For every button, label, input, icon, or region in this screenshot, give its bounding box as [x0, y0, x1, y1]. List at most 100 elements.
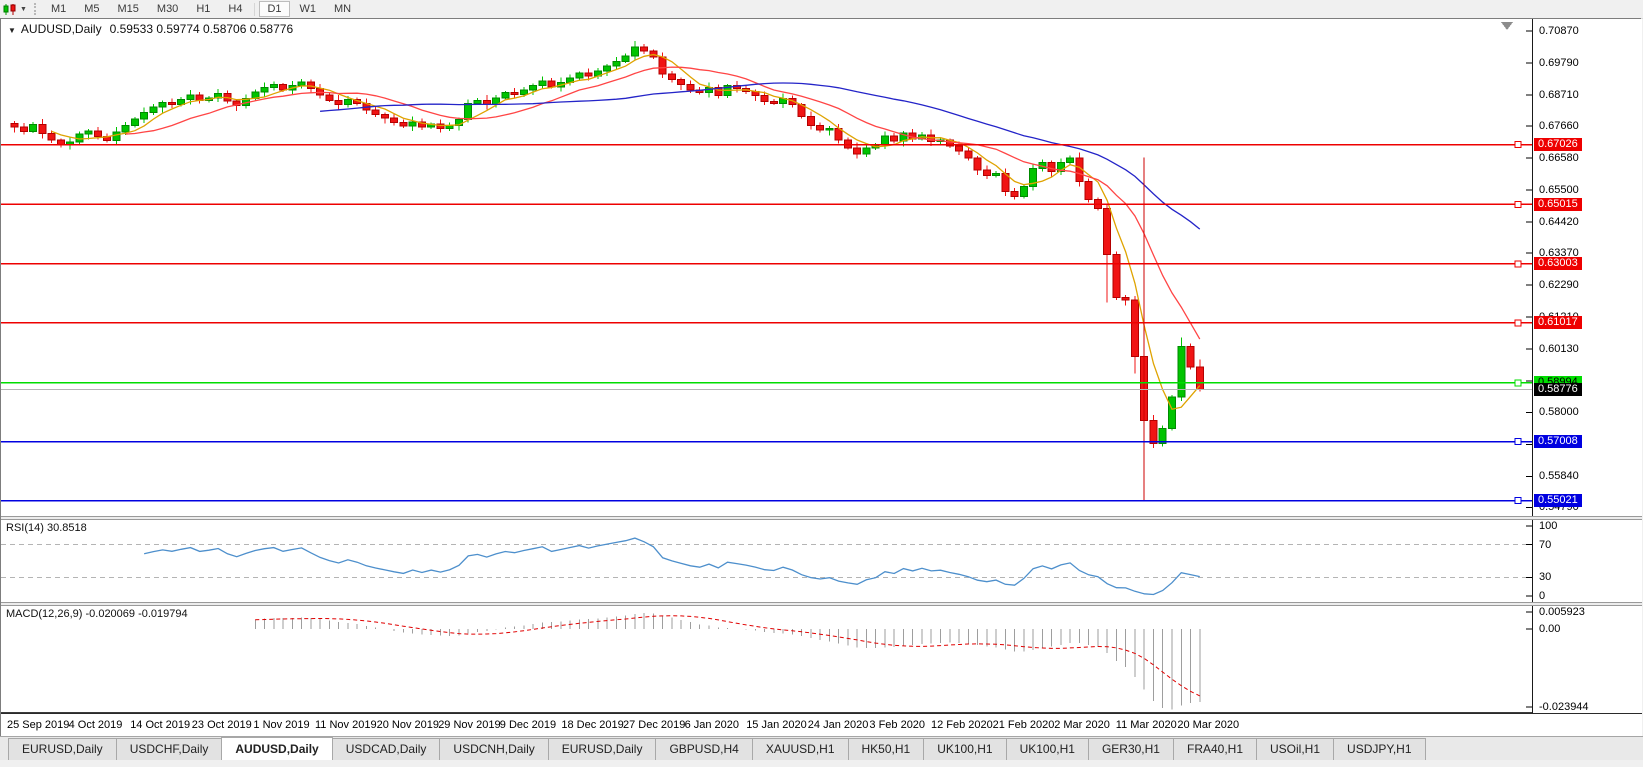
timeframe-button-H4[interactable]: H4 [220, 1, 250, 17]
rsi-tick-label: 0 [1539, 590, 1546, 602]
date-axis: 25 Sep 2019 4 Oct 2019 14 Oct 2019 23 Oct 2… [1, 713, 1642, 736]
chart-tab-eurusd-daily[interactable]: EURUSD,Daily [547, 738, 657, 760]
timeframe-button-D1[interactable]: D1 [259, 1, 290, 17]
chart-tab-fra40-h1[interactable]: FRA40,H1 [1172, 738, 1258, 760]
candle-body [964, 150, 973, 159]
pane-splitter-rsi[interactable] [1, 516, 1642, 520]
date-label: 12 Feb 2020 [931, 719, 993, 731]
hline-handle[interactable] [1514, 141, 1522, 149]
macd-indicator-label: MACD(12,26,9) -0.020069 -0.019794 [6, 608, 188, 620]
candle-body [1066, 157, 1075, 164]
collapse-caret-icon[interactable]: ▼ [8, 26, 16, 35]
candle-body [1029, 168, 1038, 187]
rsi-tick-label: 30 [1539, 571, 1552, 584]
date-label: 2 Mar 2020 [1054, 719, 1110, 731]
candle-body [547, 80, 556, 88]
price-tick-label: 0.64420 [1539, 215, 1579, 228]
candle-body [992, 173, 1001, 177]
pane-splitter-macd[interactable] [1, 602, 1642, 606]
candle-body [538, 80, 547, 87]
price-line-badge: 0.55021 [1534, 494, 1582, 508]
candle-body [1121, 296, 1130, 301]
candle-body [464, 102, 473, 120]
hline-handle[interactable] [1514, 319, 1522, 327]
candle-body [1149, 420, 1158, 444]
date-label: 20 Nov 2019 [376, 719, 439, 731]
timeframe-buttons: M1 M5 M15 M30 H1 H4 D1 W1 MN [42, 1, 360, 17]
hline-handle[interactable] [1514, 497, 1522, 505]
chart-tab-xauusd-h1[interactable]: XAUUSD,H1 [751, 738, 849, 760]
candle-body [973, 157, 982, 171]
candle-body [140, 111, 149, 120]
candle-body [510, 92, 519, 96]
date-label: 14 Oct 2019 [130, 719, 191, 731]
chart-tab-uk100-h1[interactable]: UK100,H1 [1005, 738, 1089, 760]
price-tick-label: 0.60130 [1539, 343, 1579, 356]
hline-handle[interactable] [1514, 260, 1522, 268]
chart-tab-ger30-h1[interactable]: GER30,H1 [1087, 738, 1174, 760]
candle-body [529, 85, 538, 91]
chart-tab-gbpusd-h4[interactable]: GBPUSD,H4 [655, 738, 753, 760]
timeframe-button-MN[interactable]: MN [326, 1, 359, 17]
candle-body [603, 65, 612, 72]
timeframe-button-W1[interactable]: W1 [292, 1, 325, 17]
candle-body [279, 84, 288, 91]
timeframe-button-M5[interactable]: M5 [76, 1, 107, 17]
rsi-tick-label: 100 [1539, 520, 1558, 532]
candle-body [390, 117, 399, 123]
chart-type-dropdown[interactable]: ▼ [3, 3, 27, 16]
candle-body [621, 55, 630, 62]
candle-body [408, 121, 417, 127]
chart-tab-usdcad-daily[interactable]: USDCAD,Daily [331, 738, 441, 760]
macd-signal-line [255, 615, 1201, 697]
candle-body [788, 98, 797, 106]
chart-shift-marker[interactable] [1501, 22, 1513, 30]
current-price-badge: 0.58776 [1534, 382, 1582, 396]
chart-tab-usdcnh-daily[interactable]: USDCNH,Daily [439, 738, 549, 760]
chart-tab-eurusd-daily[interactable]: EURUSD,Daily [8, 738, 117, 760]
timeframe-button-H1[interactable]: H1 [188, 1, 218, 17]
chart-tab-hk50-h1[interactable]: HK50,H1 [847, 738, 925, 760]
candle-body [130, 118, 139, 126]
chart-tab-usoil-h1[interactable]: USOil,H1 [1256, 738, 1335, 760]
chart-tab-usdchf-daily[interactable]: USDCHF,Daily [115, 738, 223, 760]
candle-body [84, 130, 93, 135]
date-label: 9 Dec 2019 [499, 719, 557, 731]
candle-body [1056, 162, 1065, 173]
hline-handle[interactable] [1514, 200, 1522, 208]
candle-body [1158, 428, 1167, 444]
timeframe-button-M30[interactable]: M30 [149, 1, 186, 17]
chart-tab-uk100-h1[interactable]: UK100,H1 [923, 738, 1007, 760]
hline-handle[interactable] [1514, 438, 1522, 446]
candle-body [325, 94, 334, 101]
candle-body [760, 95, 769, 103]
date-label: 24 Jan 2020 [807, 719, 869, 731]
candle-body [121, 124, 130, 133]
symbol-period-label: AUDUSD,Daily [20, 22, 102, 36]
toolbar-grip[interactable] [33, 3, 36, 15]
candle-body [371, 109, 380, 115]
price-axis: 0.70870 0.69790 0.68710 0.67660 0.66580 0.655… [1532, 19, 1642, 713]
hline-handle[interactable] [1514, 379, 1522, 387]
rsi-name: RSI(14) [6, 522, 44, 534]
chart-tabs-bar: EURUSD,Daily USDCHF,Daily AUDUSD,Daily USDC… [0, 736, 1643, 760]
date-label: 15 Jan 2020 [746, 719, 807, 731]
timeframe-button-M15[interactable]: M15 [110, 1, 147, 17]
candle-body [269, 84, 278, 89]
candle-body [612, 60, 621, 67]
price-tick-label: 0.66580 [1539, 151, 1579, 164]
chart-tab-audusd-daily[interactable]: AUDUSD,Daily [221, 737, 333, 760]
date-label: 20 Mar 2020 [1177, 719, 1240, 731]
candle-body [816, 124, 825, 131]
candlestick-chart-icon [3, 3, 16, 15]
timeframe-button-M1[interactable]: M1 [43, 1, 74, 17]
candle-body [1019, 185, 1028, 197]
candle-body [167, 102, 176, 106]
candle-body [982, 169, 991, 177]
candle-body [436, 123, 445, 129]
price-line-badge: 0.57008 [1534, 435, 1582, 449]
candle-body [158, 102, 167, 108]
date-label: 11 Nov 2019 [315, 719, 377, 731]
chart-tab-usdjpy-h1[interactable]: USDJPY,H1 [1333, 738, 1426, 760]
